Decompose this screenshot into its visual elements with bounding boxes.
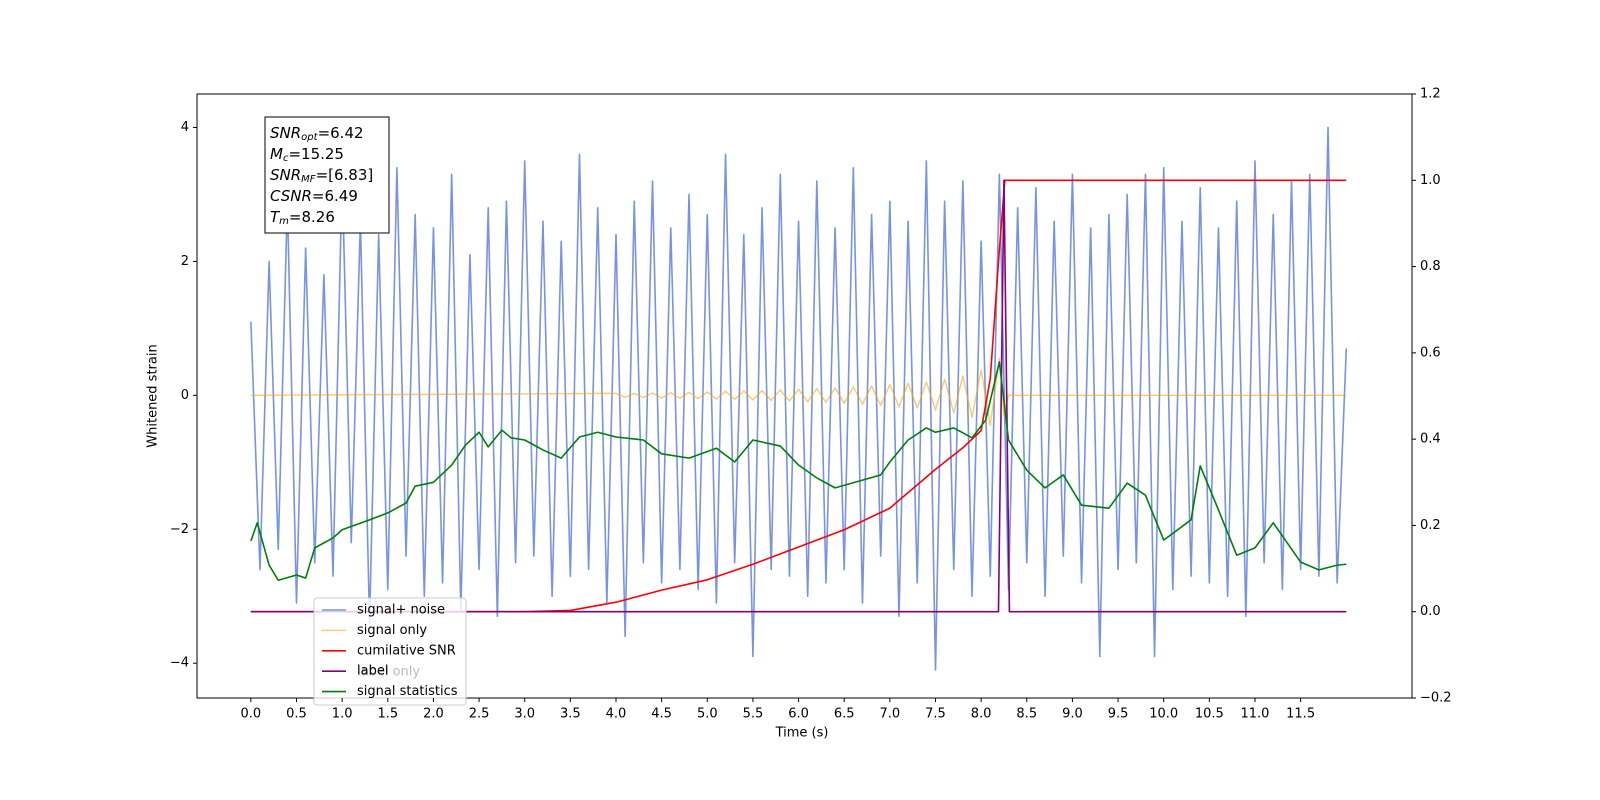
annotation-symbol: SNR bbox=[270, 124, 301, 142]
x-axis-label: Time (s) bbox=[775, 726, 829, 741]
annotation-subscript: MF bbox=[301, 174, 316, 185]
x-tick-label: 0.5 bbox=[286, 707, 307, 722]
annotation-text: Tm=8.26 bbox=[270, 208, 335, 228]
annotation-text: SNRMF=[6.83] bbox=[270, 166, 373, 186]
x-tick-label: 4.0 bbox=[606, 707, 627, 722]
x-tick-label: 10.0 bbox=[1149, 707, 1178, 722]
series-line bbox=[250, 179, 1347, 613]
y2-tick-label: 1.2 bbox=[1420, 87, 1441, 102]
x-tick-label: 7.0 bbox=[880, 707, 901, 722]
x-tick-label: 0.0 bbox=[241, 707, 262, 722]
y2-tick-label: −0.2 bbox=[1420, 691, 1452, 706]
legend-label: cumilative SNR bbox=[357, 643, 456, 658]
annotation-symbol: T bbox=[270, 208, 281, 226]
y-tick-label: 2 bbox=[181, 254, 189, 269]
annotation-symbol: SNR bbox=[270, 166, 301, 184]
y2-tick-label: 1.0 bbox=[1420, 173, 1441, 188]
y-tick-label: −2 bbox=[170, 522, 189, 537]
y-tick-label: 0 bbox=[181, 388, 189, 403]
x-tick-label: 2.5 bbox=[469, 707, 490, 722]
y-axis-label: Whitened strain bbox=[146, 344, 161, 447]
annotation-value: =6.49 bbox=[312, 187, 358, 205]
x-tick-label: 11.0 bbox=[1241, 707, 1270, 722]
y-tick-label: 4 bbox=[181, 120, 189, 135]
x-tick-label: 2.0 bbox=[423, 707, 444, 722]
annotation-box: SNRopt=6.42Mc=15.25SNRMF=[6.83]CSNR=6.49… bbox=[264, 116, 390, 234]
x-tick-label: 5.0 bbox=[697, 707, 718, 722]
annotation-symbol: M bbox=[270, 145, 283, 163]
legend-label: signal only bbox=[357, 623, 427, 638]
annotation-text: CSNR=6.49 bbox=[270, 187, 358, 205]
x-tick-label: 8.0 bbox=[971, 707, 992, 722]
annotation-text: SNRopt=6.42 bbox=[270, 124, 364, 144]
annotation-text: Mc=15.25 bbox=[270, 145, 344, 165]
annotation-subscript: m bbox=[279, 216, 289, 227]
x-tick-label: 11.5 bbox=[1286, 707, 1315, 722]
x-tick-label: 4.5 bbox=[651, 707, 672, 722]
legend-label: signal statistics bbox=[357, 684, 458, 699]
annotation-subscript: opt bbox=[301, 132, 318, 143]
x-tick-label: 5.5 bbox=[743, 707, 764, 722]
x-tick-label: 7.5 bbox=[925, 707, 946, 722]
y2-tick-label: 0.0 bbox=[1420, 604, 1441, 619]
x-tick-label: 10.5 bbox=[1195, 707, 1224, 722]
series-line bbox=[250, 361, 1347, 582]
x-tick-label: 8.5 bbox=[1016, 707, 1037, 722]
series-line bbox=[250, 179, 1347, 613]
legend-label: label bbox=[357, 664, 388, 679]
y2-tick-label: 0.8 bbox=[1420, 259, 1441, 274]
legend-ghost-label: label only bbox=[357, 665, 420, 680]
x-tick-label: 6.5 bbox=[834, 707, 855, 722]
y2-tick-label: 0.2 bbox=[1420, 518, 1441, 533]
x-tick-label: 9.0 bbox=[1062, 707, 1083, 722]
legend: label only signal+ noise signal only cumila… bbox=[313, 597, 467, 706]
x-tick-label: 1.0 bbox=[332, 707, 353, 722]
series-line bbox=[250, 357, 1347, 427]
annotation-subscript: c bbox=[283, 153, 289, 164]
legend-frame bbox=[313, 597, 467, 706]
legend-label: signal+ noise bbox=[357, 603, 445, 618]
annotation-value: =8.26 bbox=[289, 208, 335, 226]
annotation-symbol: CSNR bbox=[270, 187, 312, 205]
plot-area bbox=[250, 126, 1348, 671]
annotation-value: =[6.83] bbox=[316, 166, 374, 184]
x-tick-label: 1.5 bbox=[377, 707, 398, 722]
y2-tick-label: 0.4 bbox=[1420, 432, 1441, 447]
x-tick-label: 3.5 bbox=[560, 707, 581, 722]
x-tick-label: 3.0 bbox=[514, 707, 535, 722]
x-tick-label: 9.5 bbox=[1108, 707, 1129, 722]
y2-tick-label: 0.6 bbox=[1420, 345, 1441, 360]
axes-frame bbox=[196, 93, 1413, 699]
series-line bbox=[250, 126, 1348, 671]
x-tick-label: 6.0 bbox=[788, 707, 809, 722]
annotation-value: =6.42 bbox=[318, 124, 364, 142]
y-tick-label: −4 bbox=[170, 656, 189, 671]
annotation-frame bbox=[264, 116, 390, 234]
annotation-value: =15.25 bbox=[288, 145, 344, 163]
